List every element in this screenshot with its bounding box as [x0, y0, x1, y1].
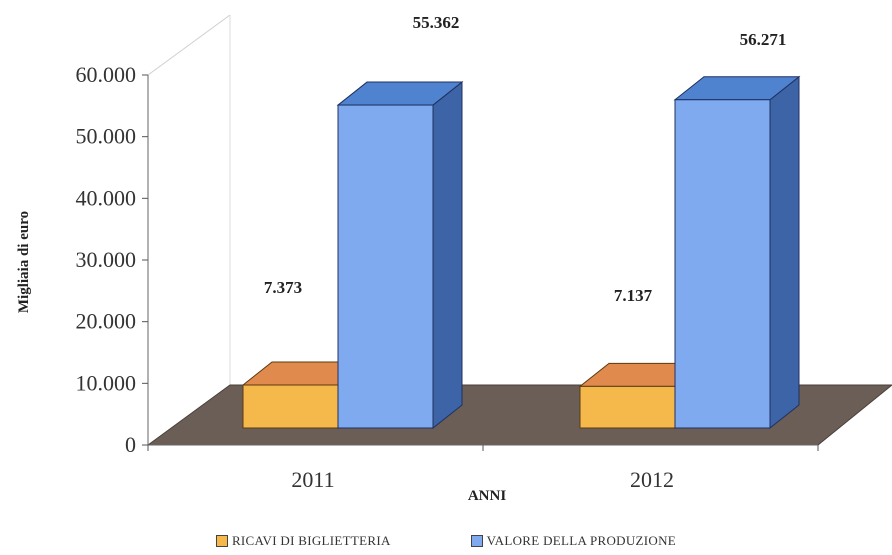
bars: [241, 75, 801, 430]
y-axis-title: Migliaia di euro: [16, 211, 32, 313]
legend-item-valore: VALORE DELLA PRODUZIONE: [470, 533, 677, 549]
bar-side-face: [432, 81, 463, 430]
legend-label-ricavi: RICAVI DI BIGLIETTERIA: [231, 533, 391, 548]
x-axis-title: ANNI: [468, 488, 506, 504]
bar-valore-2012: [673, 75, 801, 430]
y-tick-label: 60.000: [76, 62, 137, 87]
x-tick-label: 2011: [291, 467, 334, 492]
bar-front-face: [242, 384, 339, 429]
data-label: 7.137: [614, 286, 653, 305]
top-wall-edge: [147, 14, 231, 76]
data-label: 55.362: [413, 13, 460, 32]
y-axis: 0 10.000 20.000 30.000 40.000 50.000 60.000: [76, 62, 149, 457]
legend-swatch-ricavi: [215, 535, 228, 547]
y-tick-label: 10.000: [76, 370, 137, 395]
bar-front-face: [337, 104, 434, 429]
y-tick-label: 50.000: [76, 124, 137, 149]
bar-side-face: [769, 75, 800, 430]
bar-front-face: [674, 99, 771, 429]
x-tick-label: 2012: [630, 467, 674, 492]
legend: RICAVI DI BIGLIETTERIA VALORE DELLA PROD…: [0, 533, 892, 549]
data-label: 7.373: [264, 278, 302, 297]
y-tick-label: 30.000: [76, 247, 137, 272]
legend-label-valore: VALORE DELLA PRODUZIONE: [486, 533, 677, 548]
y-tick-label: 40.000: [76, 185, 137, 210]
bar-front-face: [579, 385, 676, 429]
y-tick-label: 20.000: [76, 309, 137, 334]
legend-swatch-valore: [470, 535, 483, 547]
bar-valore-2011: [336, 81, 464, 430]
data-labels: 7.373 55.362 7.137 56.271: [264, 13, 787, 305]
data-label: 56.271: [740, 30, 787, 49]
y-tick-label: 0: [125, 432, 136, 457]
legend-item-ricavi: RICAVI DI BIGLIETTERIA: [215, 533, 391, 549]
chart-walls: [147, 14, 231, 445]
x-axis: 2011 2012: [147, 444, 819, 492]
